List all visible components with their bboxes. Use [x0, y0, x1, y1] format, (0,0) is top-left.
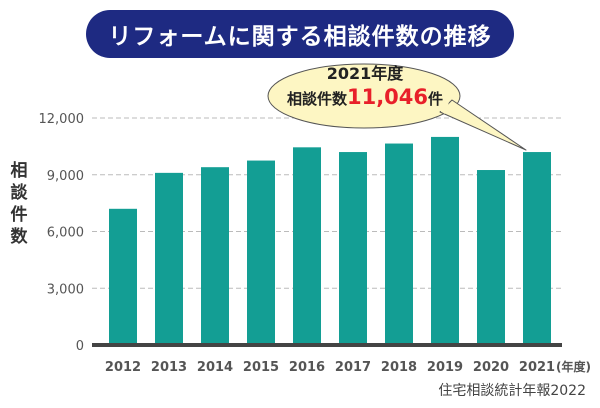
x-tick-label: 2017	[335, 360, 371, 375]
bar-2019	[431, 136, 459, 345]
x-tick-label: 2013	[151, 360, 187, 375]
callout-count-line: 相談件数11,046件	[280, 84, 450, 112]
y-axis-label-char: 談	[10, 183, 28, 203]
bars	[109, 136, 551, 345]
y-tick-label: 0	[76, 339, 84, 354]
chart-title: リフォームに関する相談件数の推移	[86, 10, 514, 58]
callout-year: 2021年度	[326, 64, 404, 83]
bar-2014	[201, 167, 229, 345]
callout-ellipse	[267, 63, 461, 129]
x-tick-label: 2020	[473, 360, 509, 375]
x-tick-labels: 2012 2013 2014 2015 2016 2017 2018 2019 2020 2021	[105, 360, 555, 375]
y-tick-label: 6,000	[47, 226, 84, 241]
x-tick-label: 2015	[243, 360, 279, 375]
callout-tail-mask	[436, 99, 450, 114]
y-axis-label-char: 件	[10, 205, 28, 225]
callout-bubble	[267, 63, 527, 151]
callout-text: 2021年度 相談件数11,046件	[280, 64, 450, 112]
bar-2016	[293, 147, 321, 345]
y-tick-label: 3,000	[47, 282, 84, 297]
x-tick-label: 2018	[381, 360, 417, 375]
y-axis-label-char: 数	[10, 227, 28, 247]
x-axis-unit: (年度)	[556, 359, 591, 374]
bar-2017	[339, 152, 367, 345]
callout-suffix: 件	[428, 90, 444, 108]
source-note: 住宅相談統計年報2022	[438, 383, 586, 399]
y-tick-label: 12,000	[39, 112, 85, 127]
y-tick-labels: 0 3,000 6,000 9,000 12,000	[39, 112, 85, 354]
callout-value: 11,046	[346, 85, 429, 109]
y-tick-label: 9,000	[47, 169, 84, 184]
bar-2018	[385, 143, 413, 345]
x-tick-label: 2021	[519, 360, 555, 375]
y-axis-label-char: 相	[10, 161, 28, 181]
bar-2013	[155, 172, 183, 345]
bar-2020	[477, 170, 505, 345]
x-tick-label: 2014	[197, 360, 233, 375]
bar-2015	[247, 160, 275, 345]
x-tick-label: 2016	[289, 360, 325, 375]
callout-prefix: 相談件数	[286, 90, 347, 108]
bar-2012	[109, 208, 137, 345]
bar-2021	[523, 152, 551, 345]
x-tick-label: 2012	[105, 360, 141, 375]
y-axis-label: 相談件数	[8, 160, 30, 248]
x-tick-label: 2019	[427, 360, 463, 375]
